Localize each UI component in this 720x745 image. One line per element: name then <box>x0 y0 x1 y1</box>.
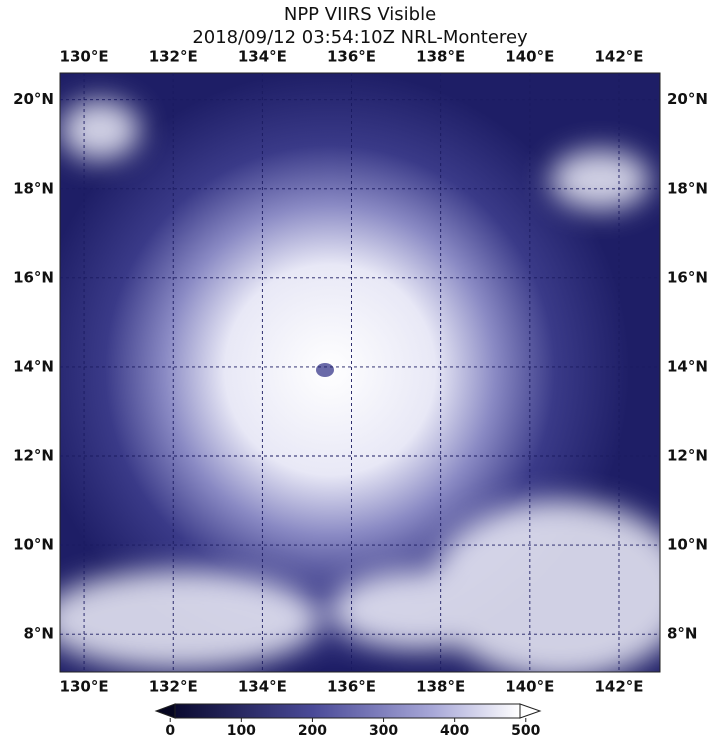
y-tick-label: 8°N <box>667 625 698 643</box>
y-tick-label: 16°N <box>13 268 54 286</box>
x-tick-label: 130°E <box>60 48 109 66</box>
y-tick-label: 12°N <box>13 447 54 465</box>
x-tick-label: 140°E <box>505 48 554 66</box>
x-tick-label: 132°E <box>149 678 198 696</box>
y-tick-label: 20°N <box>13 90 54 108</box>
title: NPP VIIRS Visible <box>284 4 436 25</box>
colorbar-tick-label: 400 <box>440 723 469 739</box>
x-tick-label: 130°E <box>60 678 109 696</box>
y-tick-label: 14°N <box>13 357 54 375</box>
subtitle: 2018/09/12 03:54:10Z NRL-Monterey <box>192 27 528 48</box>
colorbar-tick-label: 100 <box>227 723 256 739</box>
y-tick-label: 16°N <box>667 268 708 286</box>
colorbar-tick-label: 300 <box>369 723 398 739</box>
x-tick-label: 138°E <box>416 48 465 66</box>
satellite-image <box>60 73 660 672</box>
x-tick-label: 138°E <box>416 678 465 696</box>
colorbar-tick-label: 500 <box>511 723 540 739</box>
x-tick-label: 134°E <box>238 678 287 696</box>
y-tick-label: 8°N <box>24 625 55 643</box>
y-tick-label: 20°N <box>667 90 708 108</box>
x-tick-label: 136°E <box>327 48 376 66</box>
y-tick-label: 18°N <box>667 179 708 197</box>
colorbar-tick-label: 200 <box>298 723 327 739</box>
y-tick-label: 10°N <box>13 536 54 554</box>
colorbar <box>154 703 542 719</box>
colorbar-tick-label: 0 <box>165 723 175 739</box>
y-tick-label: 14°N <box>667 357 708 375</box>
y-tick-label: 18°N <box>13 179 54 197</box>
y-tick-label: 10°N <box>667 536 708 554</box>
x-tick-label: 140°E <box>505 678 554 696</box>
x-tick-label: 142°E <box>594 678 643 696</box>
x-tick-label: 142°E <box>594 48 643 66</box>
x-tick-label: 136°E <box>327 678 376 696</box>
y-tick-label: 12°N <box>667 447 708 465</box>
x-tick-label: 134°E <box>238 48 287 66</box>
x-tick-label: 132°E <box>149 48 198 66</box>
map-frame <box>59 72 661 673</box>
